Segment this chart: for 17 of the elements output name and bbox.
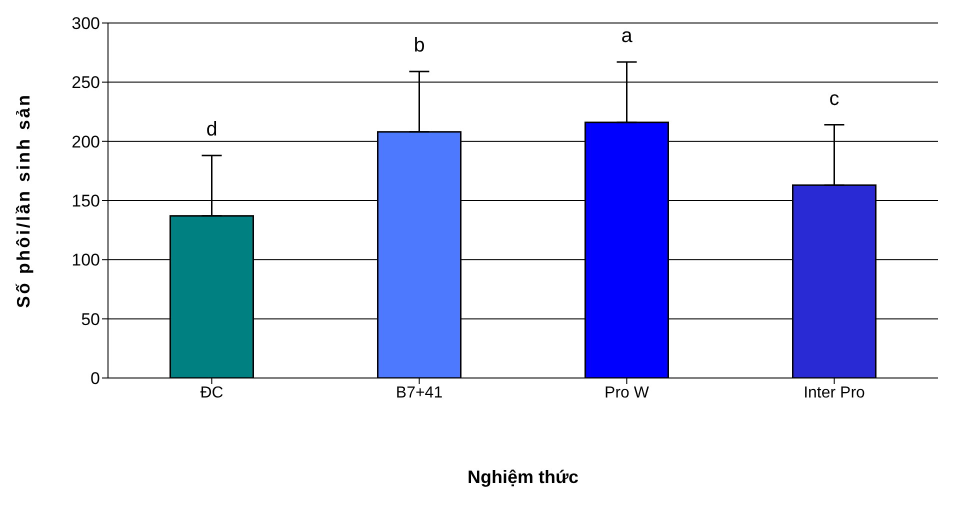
x-tick-label: Inter Pro: [804, 384, 866, 402]
y-tick-label: 250: [72, 73, 100, 92]
y-tick-label: 200: [72, 132, 100, 152]
y-tick-label: 0: [90, 369, 100, 388]
annotation: c: [829, 88, 840, 110]
x-tick-label: Pro W: [604, 384, 650, 402]
y-tick-label: 100: [72, 250, 100, 270]
y-tick-label: 50: [81, 310, 100, 329]
x-axis-title: Nghiệm thức: [467, 467, 579, 487]
annotation: b: [414, 34, 425, 57]
x-tick-label: B7+41: [396, 384, 443, 402]
annotation: a: [621, 25, 634, 48]
y-tick-label: 150: [72, 192, 100, 211]
annotation: d: [206, 118, 218, 141]
x-tick-label: ĐC: [200, 384, 224, 402]
y-tick-label: 300: [72, 14, 100, 34]
y-axis-title: Số phôi/lần sinh sản: [13, 92, 34, 308]
